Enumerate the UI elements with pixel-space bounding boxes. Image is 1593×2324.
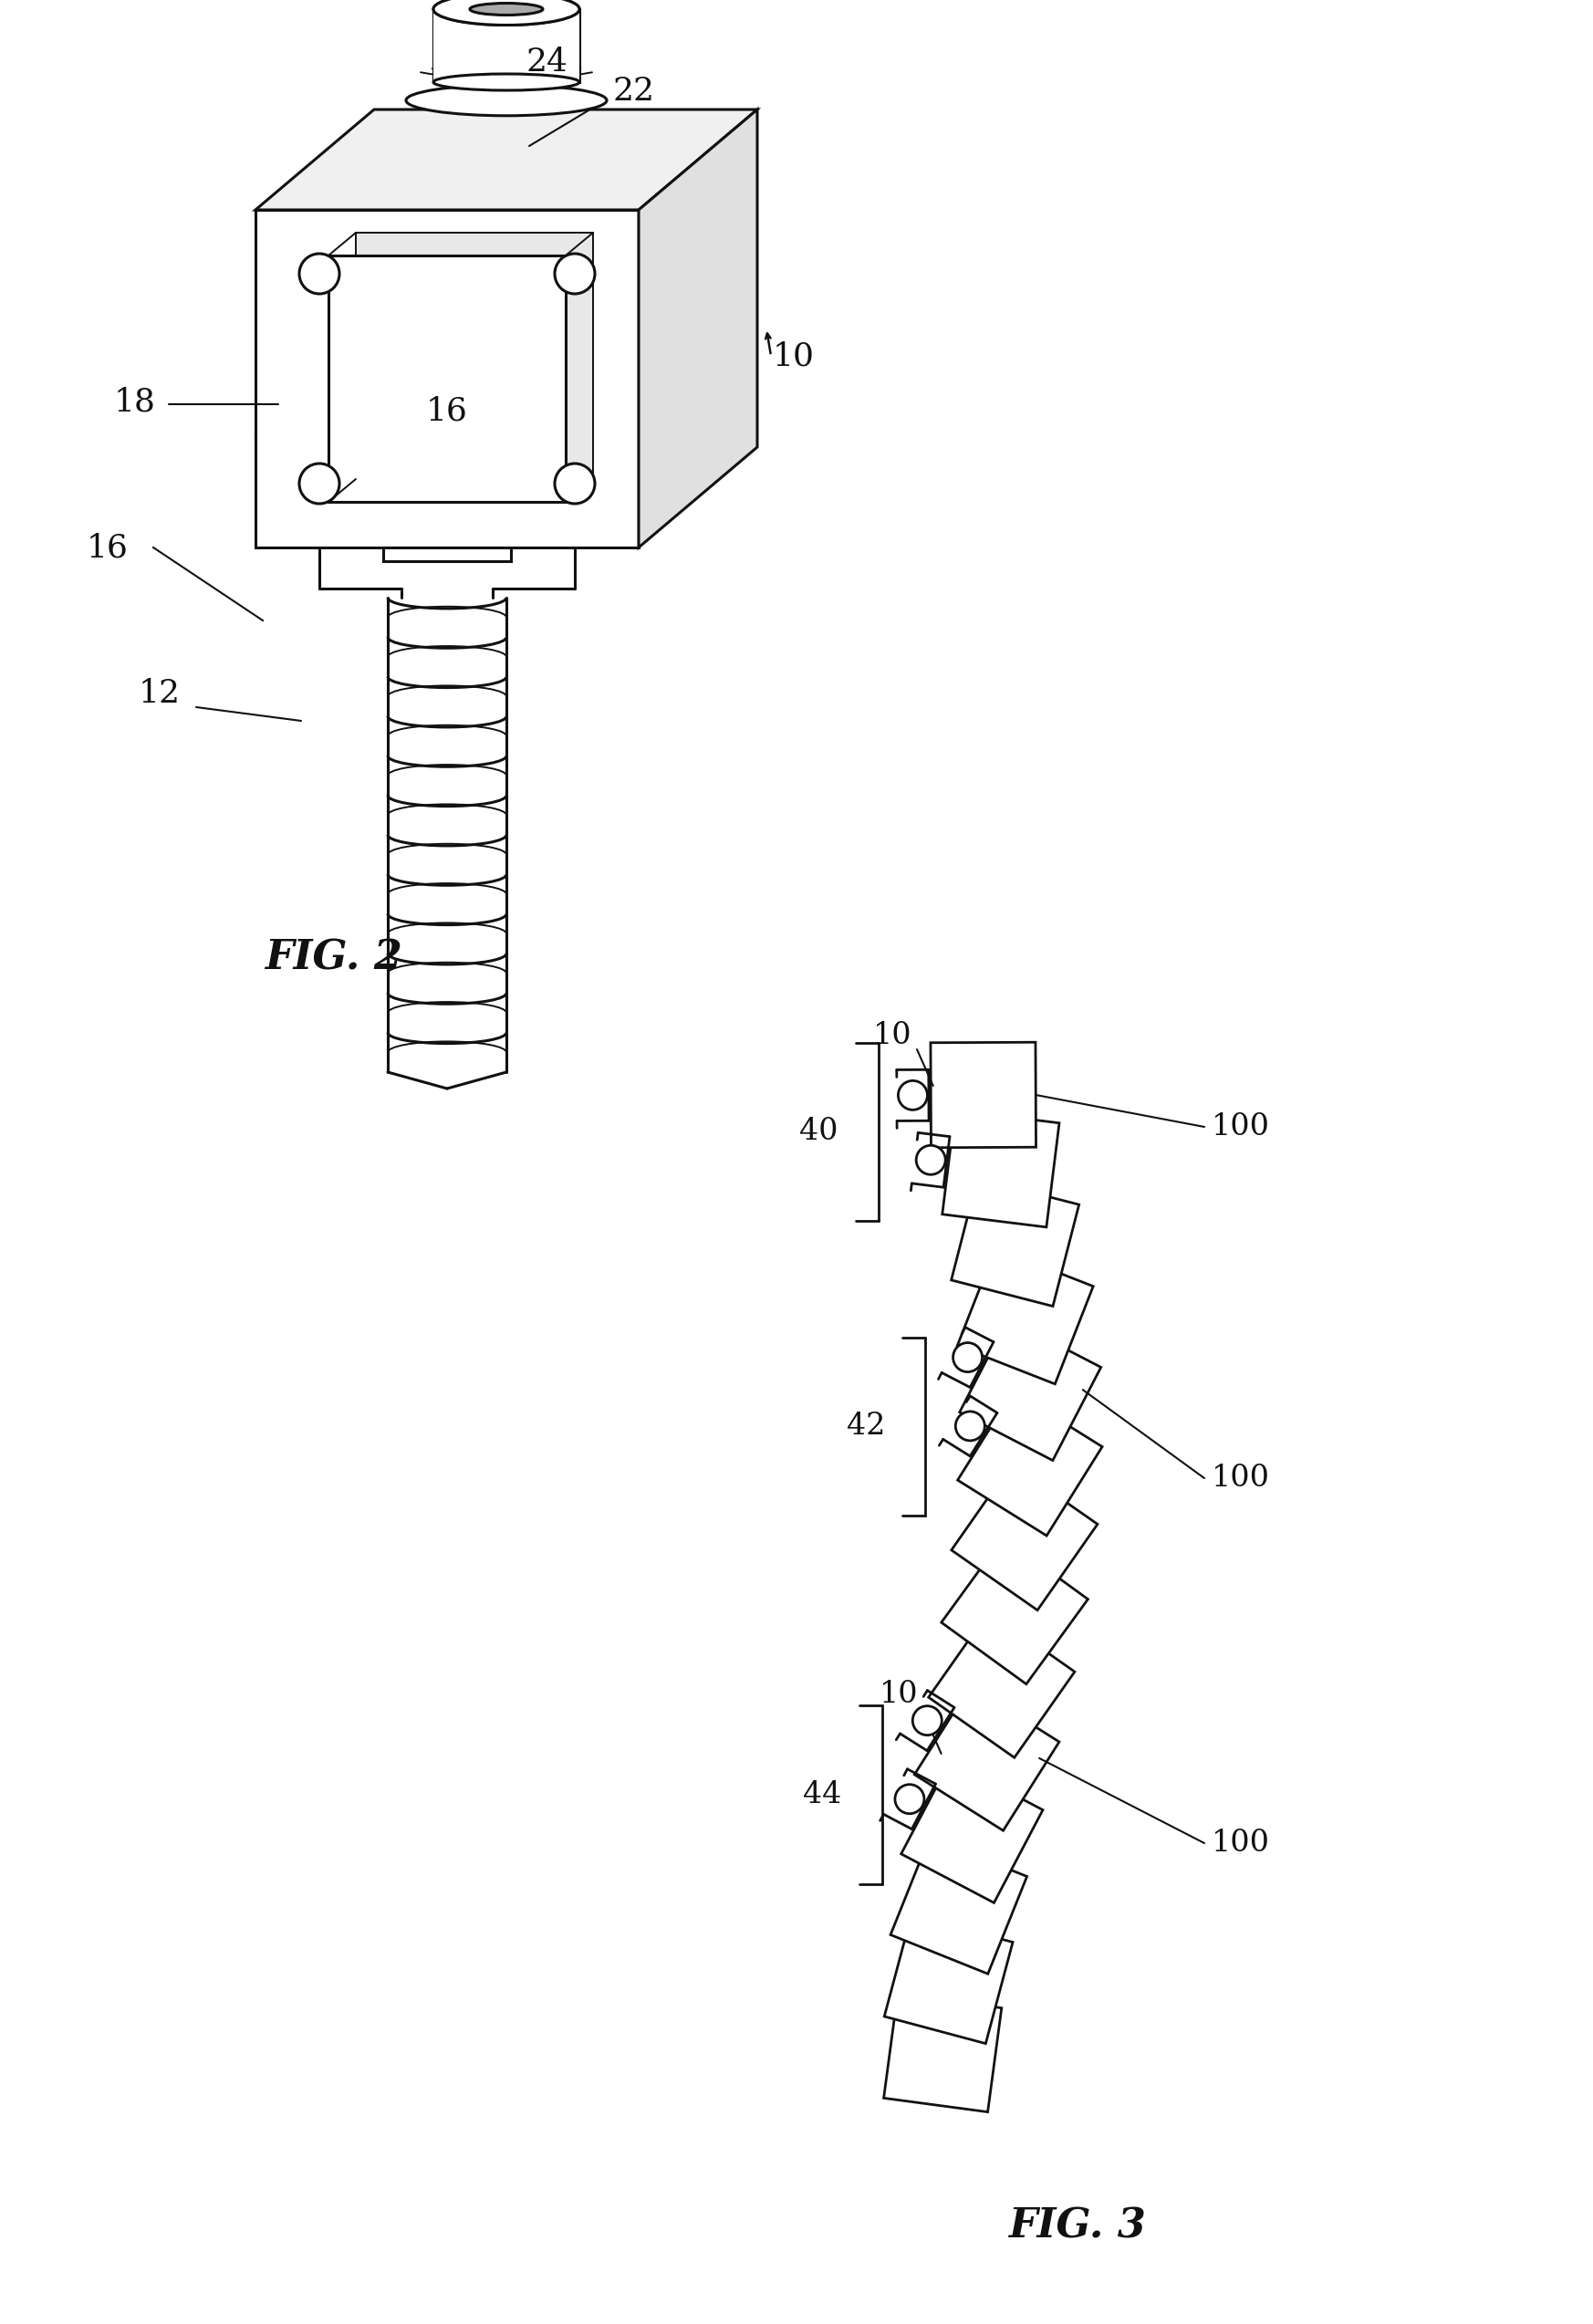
Polygon shape [957, 1392, 1102, 1536]
Polygon shape [902, 1762, 1043, 1903]
Polygon shape [890, 1838, 1027, 1973]
Ellipse shape [470, 2, 543, 14]
Text: 40: 40 [800, 1118, 838, 1146]
Circle shape [554, 253, 594, 293]
Circle shape [299, 462, 339, 504]
Text: 100: 100 [1212, 1829, 1270, 1857]
Circle shape [913, 1706, 941, 1736]
Text: FIG. 3: FIG. 3 [1008, 2208, 1145, 2245]
Polygon shape [957, 1248, 1093, 1385]
Polygon shape [959, 1320, 1101, 1459]
Ellipse shape [433, 0, 580, 26]
Text: 24: 24 [526, 46, 569, 77]
Polygon shape [951, 1178, 1078, 1306]
Ellipse shape [470, 2, 543, 14]
Polygon shape [884, 1915, 1013, 2043]
Polygon shape [941, 1538, 1088, 1685]
Circle shape [956, 1411, 984, 1441]
Bar [328, 256, 566, 502]
Text: FIG. 2: FIG. 2 [264, 939, 401, 978]
Polygon shape [943, 1111, 1059, 1227]
Circle shape [554, 462, 594, 504]
Polygon shape [255, 109, 757, 209]
Polygon shape [951, 1464, 1098, 1611]
Text: 100: 100 [1212, 1464, 1270, 1492]
Circle shape [953, 1343, 983, 1371]
Text: 18: 18 [115, 386, 156, 416]
Circle shape [916, 1146, 945, 1174]
Polygon shape [930, 1041, 1035, 1148]
Text: 42: 42 [847, 1413, 886, 1441]
Text: 10: 10 [879, 1680, 918, 1708]
Text: 16: 16 [86, 532, 129, 562]
Text: 100: 100 [1212, 1113, 1270, 1141]
Circle shape [898, 1081, 927, 1111]
Text: 44: 44 [803, 1780, 841, 1810]
Text: 22: 22 [613, 77, 655, 107]
Bar [355, 232, 593, 479]
Text: 10: 10 [873, 1020, 911, 1050]
Ellipse shape [433, 0, 580, 26]
Bar [433, 9, 580, 81]
Polygon shape [914, 1685, 1059, 1831]
Circle shape [299, 253, 339, 293]
Polygon shape [884, 1994, 1002, 2113]
Text: 12: 12 [139, 679, 180, 709]
Ellipse shape [433, 74, 580, 91]
Ellipse shape [406, 86, 607, 116]
Bar [255, 209, 639, 548]
Text: 16: 16 [427, 395, 468, 425]
Bar [384, 548, 511, 560]
Circle shape [895, 1785, 924, 1813]
Polygon shape [929, 1611, 1075, 1757]
Bar [433, 0, 580, 81]
Text: 10: 10 [773, 339, 814, 372]
Polygon shape [639, 109, 757, 548]
